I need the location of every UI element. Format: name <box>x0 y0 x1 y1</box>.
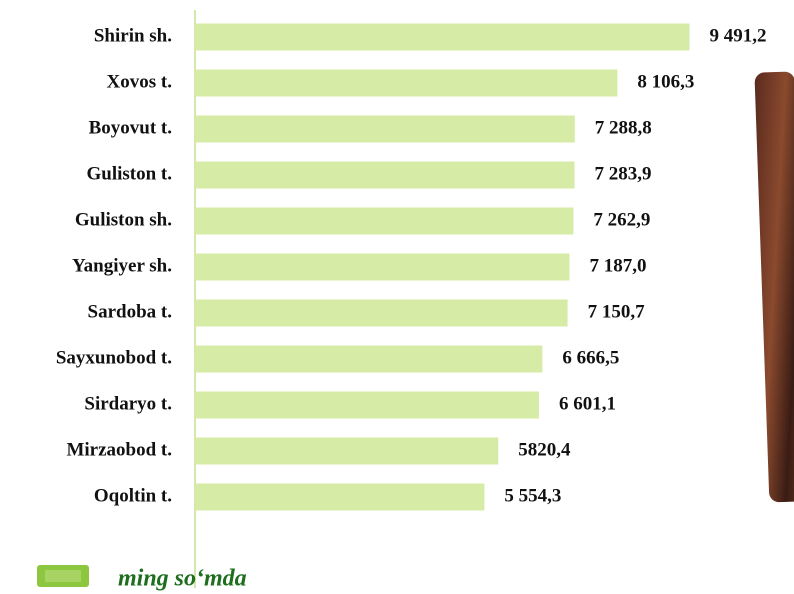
bar <box>195 346 542 373</box>
legend-text: ming so‘mda <box>118 566 247 592</box>
page: ming so‘mda Shirin sh. 9 491,2 Xovos t. 8 1… <box>0 0 794 594</box>
value-label: 7 187,0 <box>589 255 646 276</box>
bar <box>195 208 573 235</box>
bar <box>195 438 498 465</box>
value-label: 7 262,9 <box>593 209 650 230</box>
bar <box>195 70 617 97</box>
value-label: 6 666,5 <box>562 347 619 368</box>
value-label: 7 283,9 <box>595 163 652 184</box>
value-label: 5 554,3 <box>504 485 561 506</box>
bar <box>195 392 539 419</box>
value-label: 7 150,7 <box>588 301 646 322</box>
value-label: 8 106,3 <box>637 71 694 92</box>
value-label: 9 491,2 <box>710 25 767 46</box>
category-label: Yangiyer sh. <box>72 255 172 276</box>
category-label: Mirzaobod t. <box>66 439 172 460</box>
category-label: Sayxunobod t. <box>56 347 172 368</box>
category-label: Boyovut t. <box>89 117 172 138</box>
bar <box>195 300 568 327</box>
category-label: Shirin sh. <box>94 25 172 46</box>
category-label: Guliston t. <box>86 163 172 184</box>
legend: ming so‘mda <box>37 565 247 592</box>
category-label: Xovos t. <box>107 71 172 92</box>
category-label: Sardoba t. <box>88 301 172 322</box>
category-label: Guliston sh. <box>75 209 172 230</box>
bar <box>195 162 575 189</box>
bar <box>195 484 484 511</box>
bar <box>195 24 690 51</box>
bar <box>195 116 575 143</box>
value-label: 7 288,8 <box>595 117 652 138</box>
bar <box>195 254 569 281</box>
chart: ming so‘mda Shirin sh. 9 491,2 Xovos t. 8 1… <box>0 0 794 594</box>
photo <box>754 71 794 502</box>
value-label: 5820,4 <box>518 439 571 460</box>
category-label: Sirdaryo t. <box>84 393 172 414</box>
value-label: 6 601,1 <box>559 393 616 414</box>
category-label: Oqoltin t. <box>94 485 172 506</box>
legend-swatch-inner <box>45 570 81 582</box>
